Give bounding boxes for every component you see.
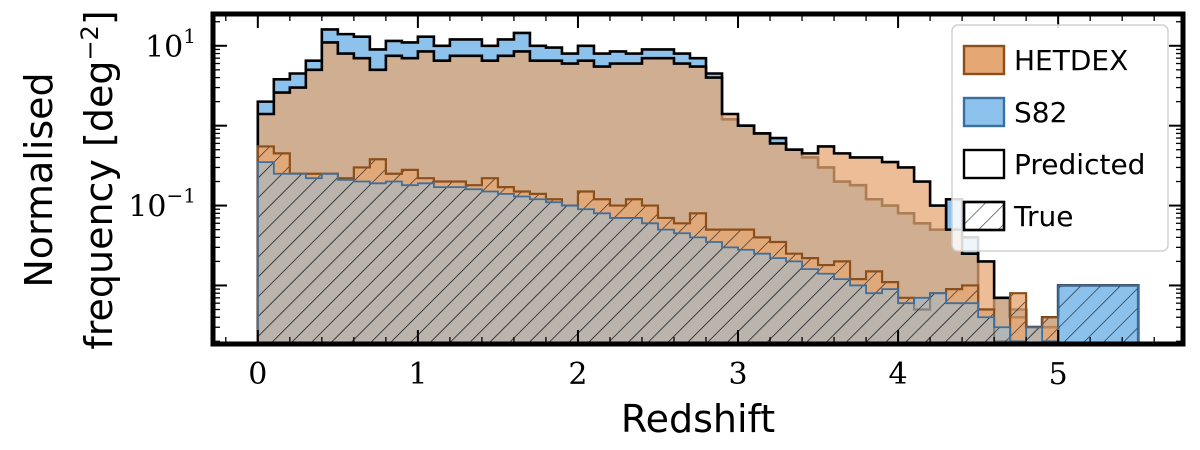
y-axis-label: Normalised frequency [deg−2] (17, 10, 121, 349)
legend-entry-s82: S82 (962, 96, 1067, 129)
x-tick-label: 0 (248, 357, 267, 392)
legend-swatch-hatch (962, 200, 1006, 232)
legend-entry-true: True (962, 200, 1073, 233)
outline-hetdex-predicted (256, 41, 1060, 344)
svg-text:Normalised: Normalised (17, 72, 61, 287)
y-axis: 101 10−1 (128, 21, 1183, 342)
plot-frame (210, 11, 1186, 347)
outline-s82-predicted (256, 28, 1140, 344)
y-tick-label: 10−1 (128, 184, 196, 225)
series-s82-true (256, 161, 1140, 344)
svg-text:frequency [deg−2]: frequency [deg−2] (76, 10, 121, 349)
y-tick-label: 101 (145, 24, 196, 65)
outline-s82-true (256, 161, 1140, 344)
x-tick-label: 4 (889, 357, 908, 392)
legend-label: Predicted (1014, 148, 1145, 181)
x-axis: 0 1 2 3 4 5 (225, 14, 1155, 392)
legend-swatch (962, 148, 1006, 180)
legend-label: HETDEX (1014, 44, 1128, 77)
x-tick-label: 3 (728, 357, 747, 392)
legend-entry-predicted: Predicted (962, 148, 1145, 181)
legend-entry-hetdex: HETDEX (962, 44, 1128, 77)
x-tick-label: 5 (1049, 357, 1068, 392)
plot-area (256, 28, 1140, 344)
x-tick-label: 2 (568, 357, 587, 392)
legend-label: True (1013, 200, 1073, 233)
x-tick-label: 1 (408, 357, 427, 392)
legend-swatch (962, 44, 1006, 76)
x-axis-label: Redshift (621, 397, 775, 441)
legend: HETDEX S82 Predicted True (951, 24, 1169, 252)
outline-hetdex-true (256, 145, 1060, 344)
legend-box (951, 24, 1169, 252)
legend-swatch (962, 96, 1006, 128)
legend-label: S82 (1014, 96, 1067, 129)
